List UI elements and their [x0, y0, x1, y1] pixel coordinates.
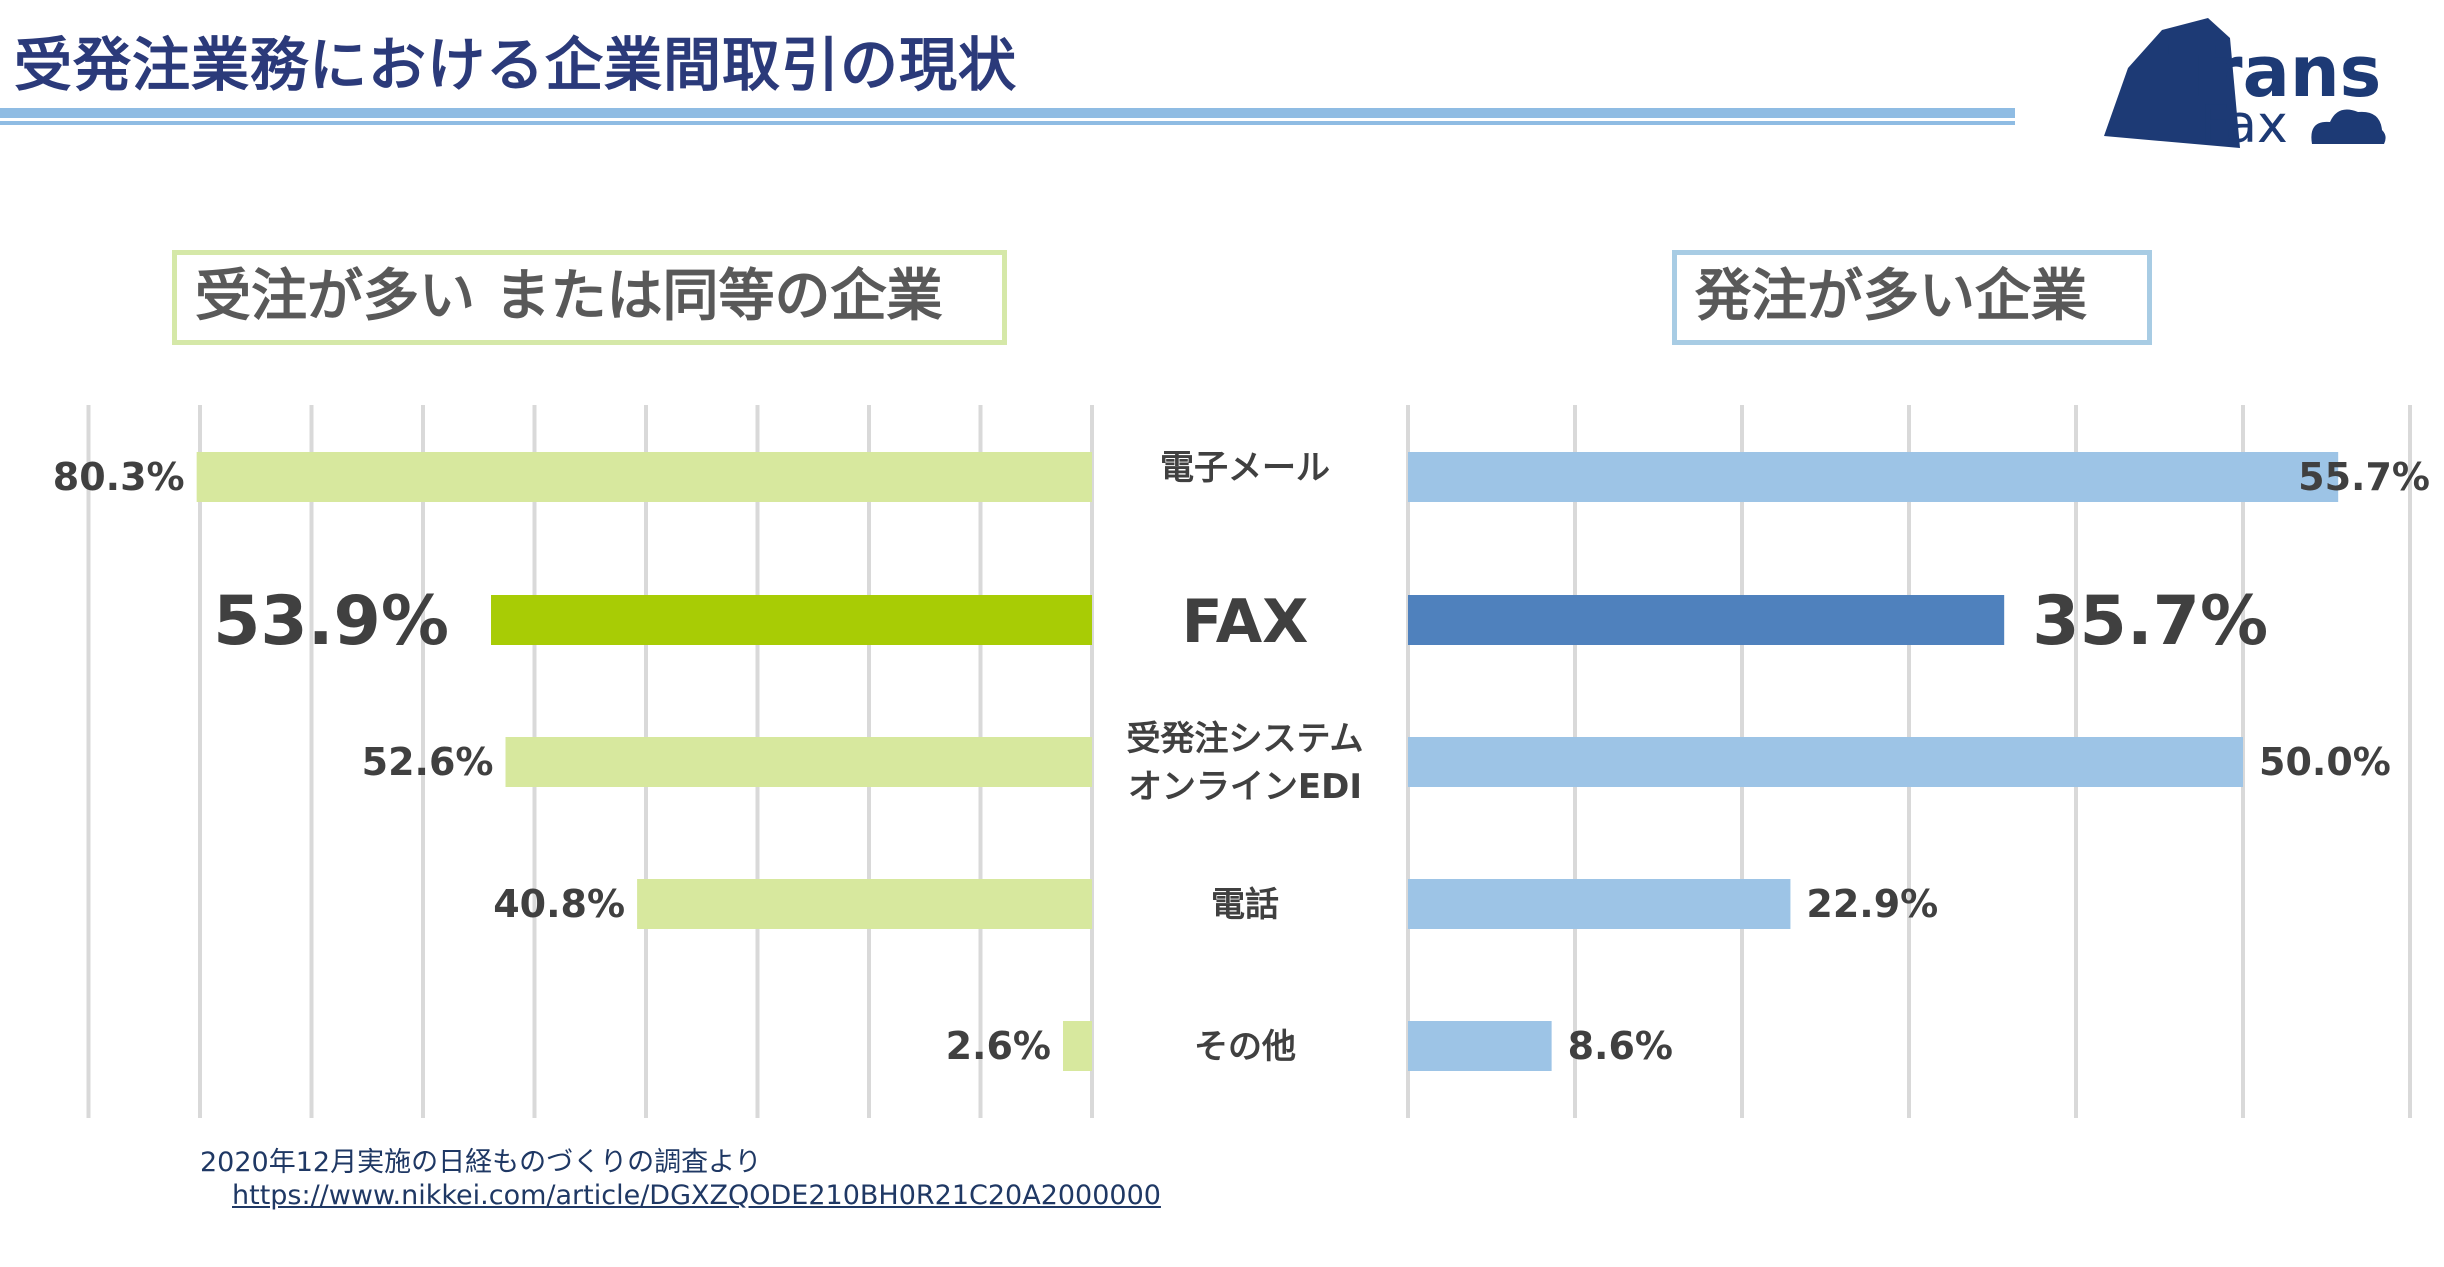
right-bars: 55.7% 35.7% 50.0% 22.9% 8.6% [1408, 452, 2430, 1071]
left-bars: 80.3% 53.9% 52.6% 40.8% 2.6% [53, 452, 1092, 1071]
left-bar [637, 879, 1092, 929]
right-data-label: 55.7% [2298, 455, 2430, 499]
title-underline-thin [0, 121, 2015, 125]
category-label: 受発注システム [1127, 719, 1364, 759]
left-data-label: 40.8% [493, 882, 625, 926]
right-data-label: 8.6% [1568, 1024, 1673, 1068]
category-label: 電子メール [1160, 448, 1330, 488]
source-note: 2020年12月実施の日経ものづくりの調査より [200, 1147, 762, 1178]
right-data-label: 35.7% [2032, 582, 2268, 661]
category-label: その他 [1194, 1027, 1296, 1067]
left-bar [491, 595, 1092, 645]
logo-line2: Fax [2200, 95, 2288, 148]
left-panel-title: 受注が多い または同等の企業 [172, 250, 1007, 345]
right-bar [1408, 452, 2339, 502]
right-bar [1408, 595, 2005, 645]
logo-line1: Trans [2168, 31, 2381, 113]
category-label: オンラインEDI [1128, 767, 1362, 807]
left-data-label: 80.3% [53, 455, 185, 499]
left-bar [505, 737, 1092, 787]
right-bar [1408, 1021, 1552, 1071]
left-data-label: 52.6% [362, 740, 494, 784]
right-bar [1408, 737, 2243, 787]
logo-shape [2104, 18, 2240, 148]
right-bar [1408, 879, 1791, 929]
transfax-logo: Trans Fax [2104, 18, 2386, 148]
logo-cloud-icon [2311, 109, 2386, 144]
left-bar [1063, 1021, 1092, 1071]
category-label: FAX [1182, 587, 1309, 657]
source-link[interactable]: https://www.nikkei.com/article/DGXZQODE2… [232, 1180, 1161, 1211]
right-panel-title: 発注が多い企業 [1672, 250, 2152, 345]
left-bar [196, 452, 1092, 502]
left-data-label: 53.9% [213, 582, 449, 661]
left-data-label: 2.6% [946, 1024, 1051, 1068]
category-label: 電話 [1211, 885, 1279, 925]
page-title: 受発注業務における企業間取引の現状 [14, 31, 1018, 99]
title-underline [0, 108, 2015, 118]
right-data-label: 22.9% [1806, 882, 1938, 926]
right-data-label: 50.0% [2259, 740, 2391, 784]
